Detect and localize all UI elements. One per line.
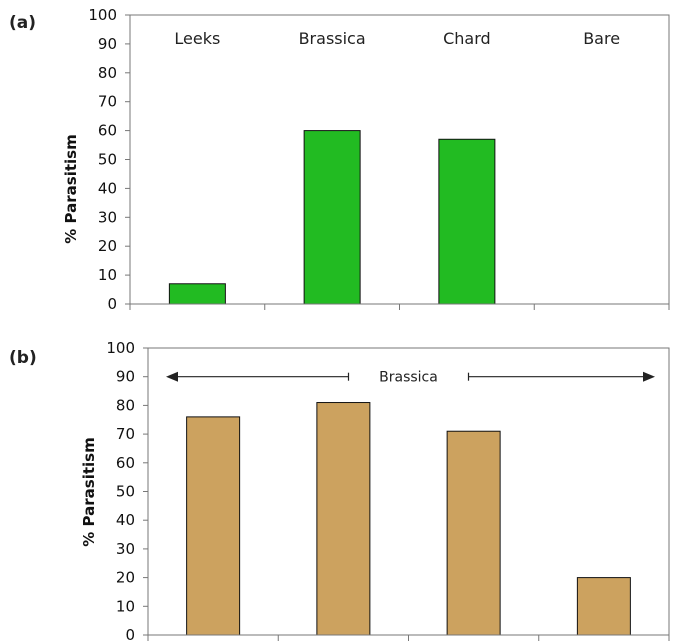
bar <box>438 138 496 305</box>
category-label: Bare <box>583 29 620 48</box>
y-tick-label: 30 <box>98 208 117 226</box>
bar <box>186 416 241 636</box>
plot-area-b <box>147 347 670 636</box>
y-tick-label: 60 <box>116 454 135 472</box>
bars-b <box>186 402 631 636</box>
y-tick-label: 50 <box>98 151 117 169</box>
panel-b: (b) % Parasitism 0102030405060708090100 … <box>9 339 670 641</box>
panel-label-b: (b) <box>9 348 37 368</box>
y-axis-label-a: % Parasitism <box>62 134 80 243</box>
y-tick-label: 80 <box>116 396 135 414</box>
y-tick-label: 30 <box>116 540 135 558</box>
bar <box>446 430 501 636</box>
bar <box>576 577 631 636</box>
category-label: Chard <box>443 29 491 48</box>
y-ticks-a: 0 10 20 30 40 50 60 70 80 90 100 <box>88 6 130 313</box>
annotation-label: Brassica <box>379 370 438 386</box>
x-ticks-a <box>129 304 670 310</box>
arrow-head-left-icon <box>166 371 178 382</box>
y-tick-label: 90 <box>98 35 117 53</box>
category-label: Brassica <box>299 29 366 48</box>
y-tick-label: 40 <box>116 511 135 529</box>
bar <box>168 283 226 305</box>
bars-a <box>168 130 496 305</box>
y-tick-label: 70 <box>116 425 135 443</box>
y-tick-label: 20 <box>116 569 135 587</box>
y-tick-label: 100 <box>106 339 135 357</box>
y-tick-label: 10 <box>98 266 117 284</box>
y-tick-label: 40 <box>98 179 117 197</box>
y-ticks-b: 0 10 20 30 40 50 60 70 80 90 100 <box>106 339 148 641</box>
panel-label-a: (a) <box>9 13 36 33</box>
y-tick-label: 90 <box>116 368 135 386</box>
bar <box>303 130 361 305</box>
brassica-annotation: Brassica <box>166 370 655 386</box>
panel-a: (a) % Parasitism 0102030405060708090100 … <box>9 6 670 313</box>
category-label: Leeks <box>174 29 220 48</box>
arrow-head-right-icon <box>643 371 655 382</box>
y-tick-label: 70 <box>98 93 117 111</box>
y-tick-label: 80 <box>98 64 117 82</box>
y-tick-label: 0 <box>125 626 135 641</box>
y-tick-label: 100 <box>88 6 117 24</box>
y-tick-label: 50 <box>116 483 135 501</box>
y-axis-label-b: % Parasitism <box>80 437 98 546</box>
y-tick-label: 0 <box>107 295 117 313</box>
y-tick-label: 60 <box>98 122 117 140</box>
x-ticks-b <box>147 635 670 641</box>
plot-area-a <box>129 14 670 305</box>
y-tick-label: 20 <box>98 237 117 255</box>
bar <box>316 402 371 636</box>
y-tick-label: 10 <box>116 597 135 615</box>
category-labels-a: Leeks Brassica Chard Bare <box>174 29 620 48</box>
